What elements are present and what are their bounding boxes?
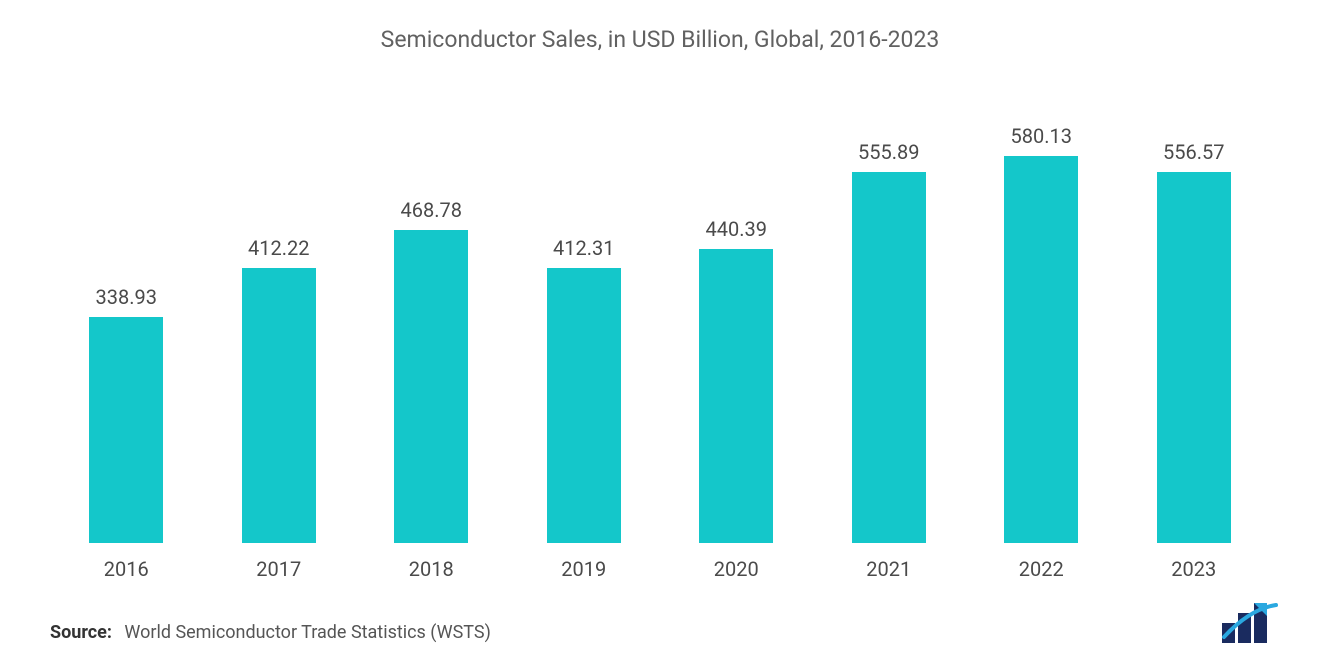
x-axis-label: 2021: [813, 557, 966, 581]
bar-group: 580.13: [965, 103, 1118, 543]
x-axis-label: 2018: [355, 557, 508, 581]
bar-value-label: 338.93: [96, 285, 157, 309]
chart-container: Semiconductor Sales, in USD Billion, Glo…: [0, 0, 1320, 665]
bar: [547, 268, 621, 543]
bar: [1004, 156, 1078, 543]
bar-value-label: 412.31: [553, 236, 614, 260]
bar-value-label: 580.13: [1011, 124, 1072, 148]
plot-area: 338.93 412.22 468.78 412.31 440.39 555.8…: [50, 103, 1270, 543]
bar-value-label: 556.57: [1163, 140, 1224, 164]
bar: [89, 317, 163, 543]
brand-logo-icon: [1220, 601, 1280, 643]
bar-group: 412.22: [203, 103, 356, 543]
bar: [1157, 172, 1231, 543]
bar-value-label: 468.78: [401, 198, 462, 222]
bar-value-label: 555.89: [858, 140, 919, 164]
x-axis-label: 2016: [50, 557, 203, 581]
bar-group: 412.31: [508, 103, 661, 543]
source-label: Source:: [50, 622, 112, 643]
bar: [242, 268, 316, 543]
x-axis-label: 2020: [660, 557, 813, 581]
bar: [699, 249, 773, 543]
bar: [394, 230, 468, 543]
x-axis-label: 2017: [203, 557, 356, 581]
chart-title: Semiconductor Sales, in USD Billion, Glo…: [40, 26, 1280, 53]
x-axis-label: 2023: [1118, 557, 1271, 581]
source-text: World Semiconductor Trade Statistics (WS…: [124, 622, 490, 643]
x-axis-label: 2022: [965, 557, 1118, 581]
x-axis-labels: 2016 2017 2018 2019 2020 2021 2022 2023: [50, 557, 1270, 581]
chart-footer: Source: World Semiconductor Trade Statis…: [50, 601, 1280, 643]
bar-value-label: 440.39: [706, 217, 767, 241]
x-axis-label: 2019: [508, 557, 661, 581]
bar-group: 556.57: [1118, 103, 1271, 543]
bar-group: 440.39: [660, 103, 813, 543]
bar: [852, 172, 926, 543]
bar-group: 468.78: [355, 103, 508, 543]
source-line: Source: World Semiconductor Trade Statis…: [50, 622, 491, 643]
bar-group: 555.89: [813, 103, 966, 543]
bar-group: 338.93: [50, 103, 203, 543]
bar-value-label: 412.22: [248, 236, 309, 260]
